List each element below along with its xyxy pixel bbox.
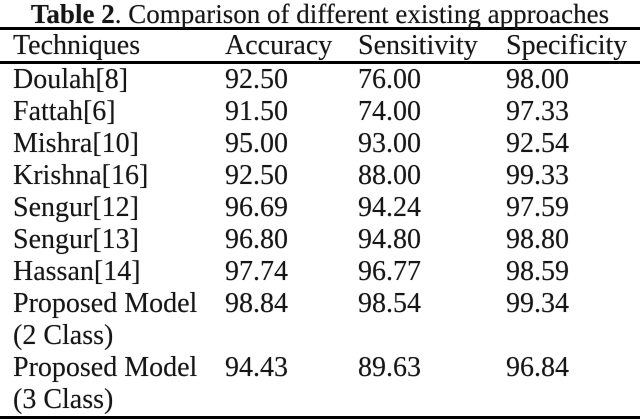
- technique-name: Proposed Model: [13, 352, 198, 383]
- technique-cell: Sengur[12]: [0, 192, 212, 224]
- sensitivity-cell: 89.63: [358, 352, 421, 383]
- accuracy-cell: 92.50: [225, 160, 288, 191]
- technique-name: Mishra[10]: [13, 128, 139, 159]
- accuracy-cell: 96.80: [225, 224, 288, 255]
- specificity-cell: 98.00: [506, 64, 569, 95]
- sensitivity-cell: 94.24: [358, 192, 421, 223]
- sensitivity-cell: 98.54: [358, 288, 421, 319]
- table-caption: Table 2. Comparison of different existin…: [0, 0, 640, 29]
- technique-cell: Mishra[10]: [0, 128, 212, 160]
- technique-cell: Proposed Model (2 Class): [0, 288, 212, 352]
- table-row: Hassan[14] 97.74 96.77 98.59: [0, 256, 640, 288]
- technique-cell: Krishna[16]: [0, 160, 212, 192]
- sensitivity-cell: 74.00: [358, 96, 421, 127]
- technique-cell: Fattah[6]: [0, 96, 212, 128]
- technique-name: Sengur[12]: [13, 192, 139, 223]
- accuracy-cell: 96.69: [225, 192, 288, 223]
- table-row: Proposed Model (2 Class) 98.84 98.54 99.3…: [0, 288, 640, 352]
- col-header-accuracy: Accuracy: [212, 28, 345, 64]
- table-row: Doulah[8] 92.50 76.00 98.00: [0, 63, 640, 97]
- table-row: Fattah[6] 91.50 74.00 97.33: [0, 96, 640, 128]
- table-row: Sengur[13] 96.80 94.80 98.80: [0, 224, 640, 256]
- col-header-sensitivity: Sensitivity: [345, 28, 493, 64]
- table-row: Krishna[16] 92.50 88.00 99.33: [0, 160, 640, 192]
- specificity-cell: 97.33: [506, 96, 569, 127]
- sensitivity-cell: 76.00: [358, 64, 421, 95]
- technique-cell: Doulah[8]: [0, 63, 212, 97]
- sensitivity-cell: 96.77: [358, 256, 421, 287]
- technique-cell: Proposed Model (3 Class): [0, 352, 212, 418]
- accuracy-cell: 97.74: [225, 256, 288, 287]
- accuracy-cell: 94.43: [225, 352, 288, 383]
- specificity-cell: 96.84: [506, 352, 569, 383]
- table-row: Proposed Model (3 Class) 94.43 89.63 96.8…: [0, 352, 640, 418]
- specificity-cell: 92.54: [506, 128, 569, 159]
- table-row: Sengur[12] 96.69 94.24 97.59: [0, 192, 640, 224]
- col-header-techniques: Techniques: [0, 28, 212, 64]
- accuracy-cell: 95.00: [225, 128, 288, 159]
- technique-class-note: (3 Class): [13, 384, 114, 415]
- accuracy-cell: 98.84: [225, 288, 288, 319]
- specificity-cell: 99.34: [506, 288, 569, 319]
- sensitivity-cell: 94.80: [358, 224, 421, 255]
- technique-name: Doulah[8]: [13, 64, 129, 95]
- sensitivity-cell: 88.00: [358, 160, 421, 191]
- col-header-specificity: Specificity: [493, 28, 640, 64]
- specificity-cell: 98.80: [506, 224, 569, 255]
- table-caption-text: . Comparison of different existing appro…: [114, 0, 610, 29]
- specificity-cell: 99.33: [506, 160, 569, 191]
- header-row: Techniques Accuracy Sensitivity Specific…: [0, 28, 640, 64]
- specificity-cell: 97.59: [506, 192, 569, 223]
- table-caption-label: Table 2: [30, 0, 115, 29]
- accuracy-cell: 92.50: [225, 64, 288, 95]
- technique-name: Hassan[14]: [13, 256, 141, 287]
- technique-name: Sengur[13]: [13, 224, 139, 255]
- technique-class-note: (2 Class): [13, 320, 114, 351]
- technique-name: Krishna[16]: [13, 160, 149, 191]
- technique-cell: Sengur[13]: [0, 224, 212, 256]
- technique-name: Proposed Model: [13, 288, 198, 319]
- comparison-table: Techniques Accuracy Sensitivity Specific…: [0, 27, 640, 419]
- technique-name: Fattah[6]: [13, 96, 116, 127]
- table-row: Mishra[10] 95.00 93.00 92.54: [0, 128, 640, 160]
- accuracy-cell: 91.50: [225, 96, 288, 127]
- technique-cell: Hassan[14]: [0, 256, 212, 288]
- sensitivity-cell: 93.00: [358, 128, 421, 159]
- specificity-cell: 98.59: [506, 256, 569, 287]
